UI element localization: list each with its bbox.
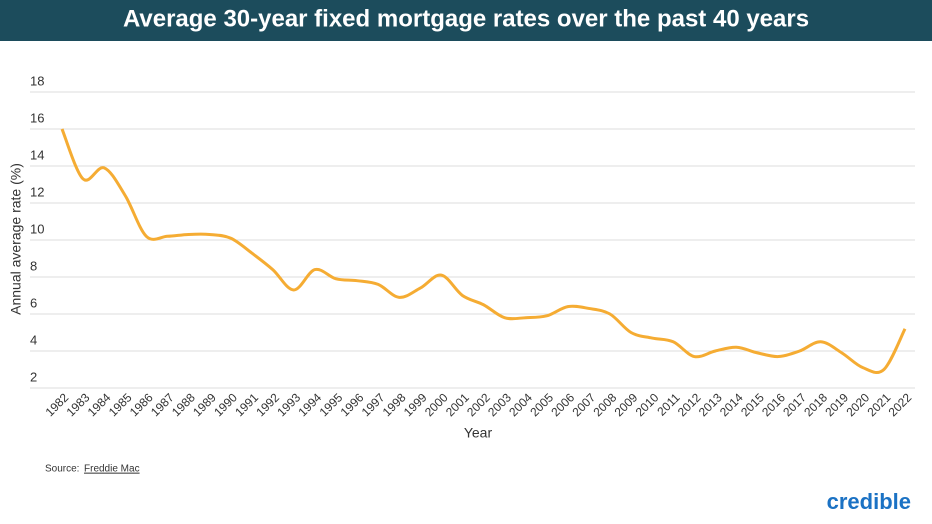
header-bar <box>0 0 932 41</box>
y-tick-label: 8 <box>30 258 37 273</box>
rate-line <box>60 128 907 374</box>
y-tick-label: 16 <box>30 110 44 125</box>
x-axis-label: Year <box>464 425 493 441</box>
y-tick-label: 14 <box>30 147 44 162</box>
y-axis-label: Annual average rate (%) <box>8 163 24 315</box>
y-tick-label: 12 <box>30 184 44 199</box>
brand-logo: credible <box>827 489 911 514</box>
y-tick-label: 10 <box>30 221 44 236</box>
chart-title: Average 30-year fixed mortgage rates ove… <box>123 5 809 32</box>
y-tick-label: 18 <box>30 73 44 88</box>
y-tick-label: 2 <box>30 369 37 384</box>
source-label: Source: <box>45 464 79 475</box>
y-tick-label: 6 <box>30 295 37 310</box>
y-tick-label: 4 <box>30 332 37 347</box>
source-link[interactable]: Freddie Mac <box>84 464 140 475</box>
